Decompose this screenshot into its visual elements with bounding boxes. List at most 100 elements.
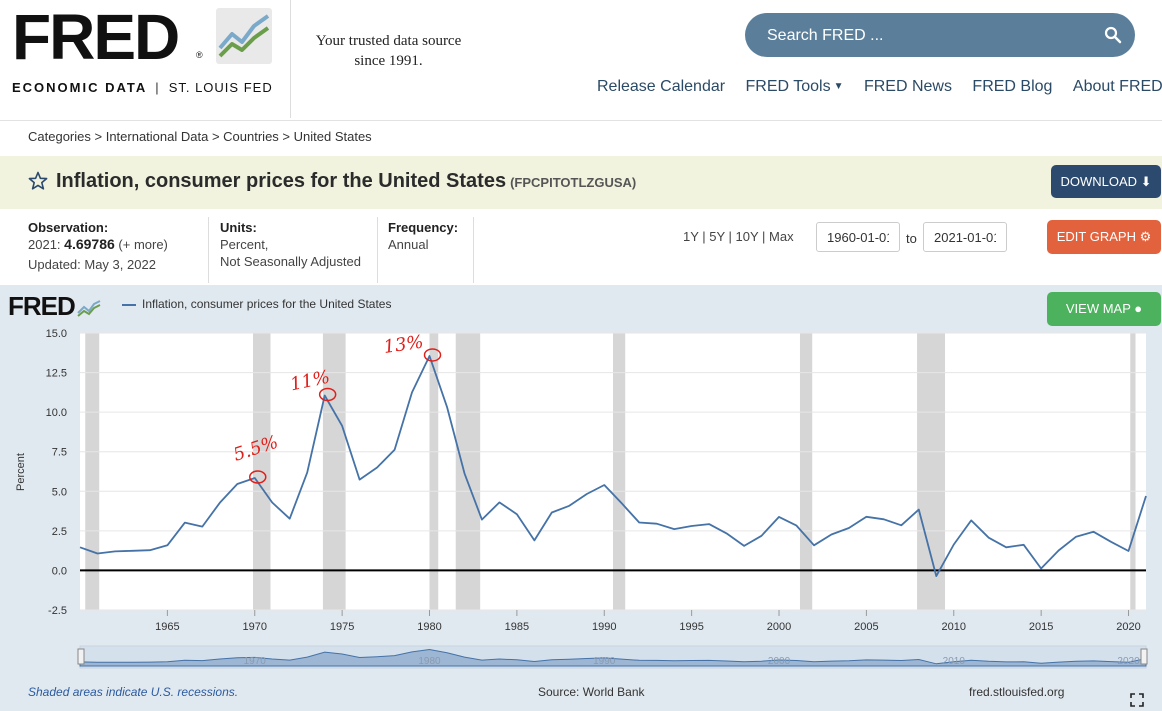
x-tick-label: 1980: [417, 621, 441, 633]
nav-fred-tools-label: FRED Tools: [745, 78, 831, 95]
recession-band: [1130, 333, 1136, 610]
navigator-right-handle[interactable]: [1140, 648, 1148, 665]
logo-chart-icon: [216, 8, 272, 64]
tagline-line-1: Your trusted data source: [315, 33, 462, 49]
logo-wordmark: FRED: [12, 1, 180, 73]
y-tick-label: 12.5: [46, 368, 67, 380]
graph-logo-text: FRED: [8, 291, 76, 321]
download-label: DOWNLOAD: [1060, 174, 1138, 189]
y-tick-label: 5.0: [52, 486, 67, 498]
legend-swatch: [122, 304, 136, 306]
inflation-chart[interactable]: 15.0 12.5 10.0 7.5 5.0 2.5 0.0 -2.5 1965 1970 197…: [0, 320, 1162, 680]
breadcrumb-bar: [0, 120, 1162, 157]
main-nav: Release Calendar FRED Tools ▼ FRED News F…: [597, 78, 1162, 96]
y-tick-label: 10.0: [46, 407, 67, 419]
view-map-button[interactable]: VIEW MAP ●: [1047, 292, 1161, 326]
recession-note[interactable]: Shaded areas indicate U.S. recessions.: [28, 685, 239, 699]
series-id: (FPCPITOTLZGUSA): [510, 175, 637, 190]
y-tick-label: 15.0: [46, 328, 67, 340]
x-tick-label: 2005: [854, 621, 878, 633]
y-tick-label: 7.5: [52, 447, 67, 459]
meta-divider: [377, 217, 378, 283]
breadcrumb-categories[interactable]: Categories: [28, 129, 91, 144]
date-from-input[interactable]: [816, 222, 900, 252]
frequency-label: Frequency:: [388, 220, 459, 235]
x-axis-ticks: 1965 1970 1975 1980 1985 1990 1995 2000 2005 2010…: [155, 610, 1141, 633]
navigator-series: 1970 1980 1990 2000 2010 2020: [79, 648, 1147, 667]
navigator-left-handle[interactable]: [77, 648, 85, 665]
page-title: Inflation, consumer prices for the Unite…: [56, 170, 636, 193]
fred-url[interactable]: fred.stlouisfed.org: [969, 685, 1065, 699]
download-button[interactable]: DOWNLOAD ⬇: [1051, 165, 1161, 198]
x-tick-label: 2020: [1116, 621, 1140, 633]
legend-label: Inflation, consumer prices for the Unite…: [142, 297, 392, 311]
tagline-line-2: since 1991.: [354, 53, 423, 69]
date-to-input[interactable]: [923, 222, 1007, 252]
navigator-label: 2010: [943, 656, 966, 667]
globe-icon: ●: [1134, 301, 1143, 316]
fred-logo[interactable]: FRED ® ECONOMIC DATA | ST. LOUIS FED: [0, 0, 291, 118]
recession-band: [85, 333, 100, 610]
registered-mark: ®: [196, 50, 203, 60]
x-tick-label: 2010: [942, 621, 966, 633]
series-title: Inflation, consumer prices for the Unite…: [56, 170, 507, 192]
breadcrumb-international-data[interactable]: International Data: [105, 129, 209, 144]
observation-block: Observation: 2021: 4.69786 (+ more) Upda…: [28, 219, 168, 273]
units-value-1: Percent,: [220, 237, 269, 252]
y-tick-label: 2.5: [52, 526, 67, 538]
breadcrumb: Categories > International Data > Countr…: [28, 129, 372, 144]
navigator-label: 1970: [244, 656, 267, 667]
observation-more-link[interactable]: (+ more): [118, 237, 168, 252]
x-tick-label: 1970: [243, 621, 267, 633]
edit-graph-label: EDIT GRAPH: [1056, 229, 1136, 244]
series-polyline: [79, 355, 1147, 577]
search-bar[interactable]: [745, 13, 1135, 59]
x-tick-label: 1985: [505, 621, 529, 633]
recession-band: [917, 333, 946, 610]
observation-label: Observation:: [28, 220, 109, 235]
units-block: Units: Percent, Not Seasonally Adjusted: [220, 219, 361, 270]
annotation-circle: [423, 348, 442, 362]
breadcrumb-united-states[interactable]: United States: [293, 129, 372, 144]
frequency-block: Frequency: Annual: [388, 219, 458, 253]
nav-fred-blog[interactable]: FRED Blog: [972, 78, 1053, 95]
search-input[interactable]: [765, 13, 1089, 59]
y-axis-label: Percent: [15, 453, 27, 491]
logo-sub-stlouis: ST. LOUIS FED: [168, 80, 273, 95]
nav-fred-tools[interactable]: FRED Tools ▼: [746, 78, 844, 96]
breadcrumb-countries[interactable]: Countries: [223, 129, 279, 144]
x-tick-label: 1975: [330, 621, 354, 633]
nav-release-calendar[interactable]: Release Calendar: [597, 78, 726, 95]
nav-about-fred-label: About FRED: [1072, 78, 1162, 95]
x-tick-label: 2015: [1029, 621, 1053, 633]
units-value-2: Not Seasonally Adjusted: [220, 254, 361, 269]
view-map-label: VIEW MAP: [1065, 301, 1131, 316]
y-axis-ticks: 15.0 12.5 10.0 7.5 5.0 2.5 0.0 -2.5: [46, 328, 67, 617]
download-icon: ⬇: [1140, 174, 1152, 189]
navigator-label: 2020: [1117, 656, 1140, 667]
observation-date: 2021:: [28, 237, 61, 252]
edit-graph-button[interactable]: EDIT GRAPH ⚙: [1047, 220, 1161, 254]
range-links[interactable]: 1Y | 5Y | 10Y | Max: [683, 229, 794, 244]
updated-date: Updated: May 3, 2022: [28, 257, 156, 272]
fullscreen-icon[interactable]: [1130, 693, 1144, 707]
star-icon[interactable]: [28, 171, 48, 191]
nav-fred-news[interactable]: FRED News: [863, 78, 952, 95]
search-icon[interactable]: [1103, 25, 1123, 45]
recession-band: [799, 333, 813, 610]
x-tick-label: 1965: [155, 621, 179, 633]
to-label: to: [906, 231, 917, 246]
nav-about-fred[interactable]: About FRED▼: [1073, 78, 1162, 96]
y-tick-label: 0.0: [52, 565, 67, 577]
navigator-label: 1990: [593, 656, 616, 667]
meta-divider: [208, 217, 209, 283]
logo-sub-economic: ECONOMIC DATA: [12, 80, 148, 95]
annotation-circle: [249, 470, 267, 484]
chevron-down-icon: ▼: [833, 81, 844, 92]
recession-band: [613, 333, 626, 610]
x-tick-label: 1995: [679, 621, 703, 633]
x-tick-label: 2000: [767, 621, 791, 633]
y-tick-label: -2.5: [48, 605, 67, 617]
recession-band: [429, 333, 439, 610]
observation-value: 4.69786: [64, 236, 115, 252]
